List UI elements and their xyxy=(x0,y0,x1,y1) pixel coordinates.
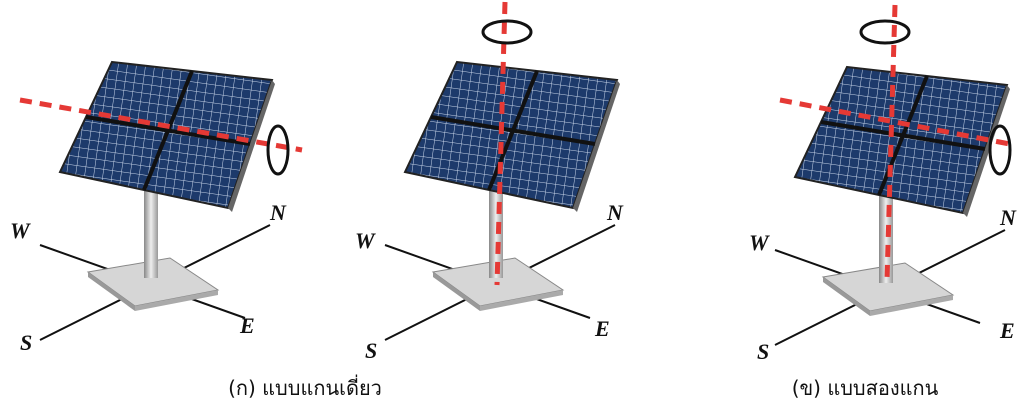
caption: (ข) แบบสองแกน xyxy=(792,376,939,400)
compass-w: W xyxy=(749,230,770,255)
compass-w: W xyxy=(355,228,376,253)
vertical-axis-diagram: W N S E xyxy=(355,2,624,363)
caption: (ก) แบบแกนเดี่ยว xyxy=(228,374,382,400)
compass-e: E xyxy=(239,313,255,338)
compass-s: S xyxy=(20,330,32,355)
single-axis-diagram: W N S E xyxy=(10,62,302,355)
compass-e: E xyxy=(999,318,1015,343)
compass-s: S xyxy=(365,338,377,363)
compass-w: W xyxy=(10,218,31,243)
compass-n: N xyxy=(606,200,624,225)
compass-e: E xyxy=(594,316,610,341)
figure: W N S E W N S E W N S E (ก) แบบแกนเดี่ยว… xyxy=(0,0,1027,410)
dual-axis-diagram: W N S E xyxy=(749,5,1017,364)
compass-n: N xyxy=(999,205,1017,230)
compass-n: N xyxy=(269,200,287,225)
compass-s: S xyxy=(757,339,769,364)
